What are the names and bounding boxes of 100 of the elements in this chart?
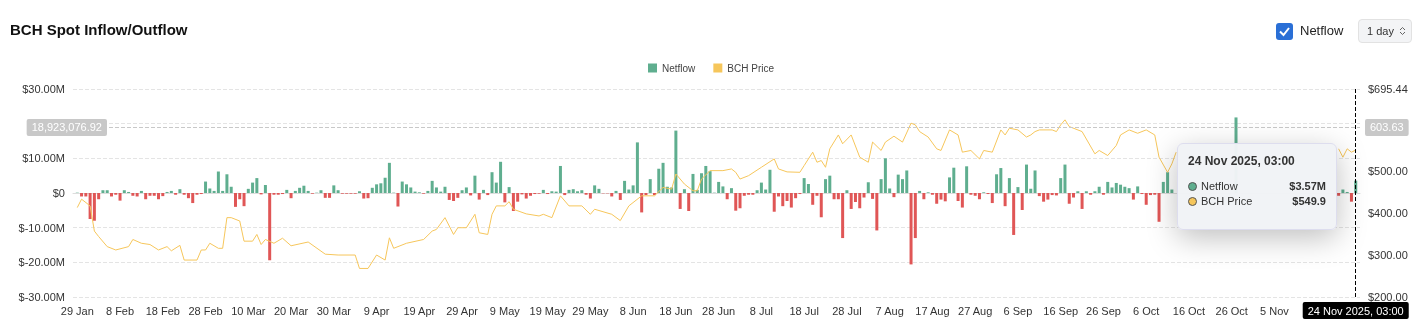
y2-tick-label: $200.00 [1368, 291, 1408, 303]
x-tick-label: 28 Jun [702, 304, 736, 317]
bar [405, 184, 409, 193]
bar [1024, 164, 1028, 193]
bar [524, 193, 528, 199]
bar [456, 193, 460, 198]
bar [704, 165, 708, 193]
annotation: BCH Price [1201, 195, 1254, 207]
bar [772, 193, 776, 212]
bar [157, 193, 161, 200]
bar [144, 193, 148, 200]
bar [1341, 189, 1345, 193]
bar [84, 193, 88, 197]
bar [1157, 193, 1161, 222]
bar [909, 193, 913, 265]
ref-line-label: 24 Nov 2025, 03:00 [1307, 304, 1404, 317]
y2-tick-label: $500.00 [1368, 165, 1408, 178]
x-tick-label: 6 Sep [1003, 304, 1033, 317]
text: Netflow [1300, 23, 1344, 38]
bar [443, 186, 447, 193]
x-tick-label: 8 Jun [619, 304, 647, 317]
bar [233, 193, 237, 207]
y-tick-label: $0 [52, 187, 65, 199]
x-tick-label: 18 Jul [789, 304, 819, 317]
annotation: 24 Nov 2025, 03:00 [1188, 154, 1296, 168]
bar [122, 190, 126, 193]
bar [400, 181, 404, 193]
x-tick-label: 27 Aug [958, 304, 993, 317]
bar [563, 193, 567, 196]
bar [430, 180, 434, 193]
bar [571, 189, 575, 193]
bar [781, 193, 785, 207]
x-tick-label: 6 Oct [1133, 304, 1160, 317]
bar [1106, 181, 1110, 193]
bar [729, 188, 733, 193]
bar [759, 182, 763, 193]
bar [789, 193, 793, 208]
bar [1046, 193, 1050, 200]
bar [1063, 164, 1067, 193]
bar [306, 190, 310, 193]
x-tick-label: 28 Feb [188, 304, 223, 317]
bar [255, 178, 259, 193]
bar [1067, 193, 1071, 204]
bar [623, 180, 627, 193]
bar [1136, 186, 1140, 193]
bar [717, 181, 721, 193]
bar [824, 179, 828, 193]
y2-tick-label: $695.44 [1368, 83, 1408, 95]
x-tick-label: 8 Jul [749, 304, 774, 317]
bar [811, 193, 815, 205]
bar [883, 158, 887, 193]
bar [293, 190, 297, 193]
x-tick-label: 18 Jun [659, 304, 693, 317]
bar [682, 189, 686, 193]
bar [507, 187, 511, 193]
bar [1166, 172, 1170, 193]
bar [477, 193, 481, 200]
bar [999, 168, 1003, 193]
bar [396, 193, 400, 207]
bar [973, 193, 977, 196]
bar [849, 193, 853, 209]
bar [447, 193, 451, 200]
chart-title: BCH Spot Inflow/Outflow [10, 21, 188, 38]
bar [486, 193, 490, 196]
bar [332, 185, 336, 193]
bar [802, 178, 806, 193]
bar [289, 193, 293, 199]
bar [952, 167, 956, 193]
bar [80, 193, 84, 197]
bar [558, 165, 562, 193]
bar [990, 193, 994, 204]
bar [687, 193, 691, 212]
bar [858, 193, 862, 209]
bar [1119, 184, 1123, 193]
bar [721, 186, 725, 193]
bar [298, 187, 302, 193]
bar [1042, 193, 1046, 202]
bar [131, 193, 135, 196]
bar [657, 168, 661, 193]
bar [92, 193, 96, 221]
bar [1097, 186, 1101, 193]
annotation: $3.57M [1289, 180, 1326, 192]
bar [866, 182, 870, 193]
bar [139, 190, 143, 193]
bar [832, 193, 836, 200]
bar [251, 182, 255, 193]
bar [725, 193, 729, 200]
bar [674, 130, 678, 193]
bar [152, 193, 156, 196]
y2-tick-label: $300.00 [1368, 249, 1408, 262]
bar [503, 193, 507, 203]
bar [178, 189, 182, 193]
bar [101, 190, 105, 193]
bar [1003, 193, 1007, 207]
x-tick-label: 26 Sep [1086, 304, 1121, 317]
bar [1131, 193, 1135, 200]
bar [1007, 178, 1011, 193]
bar [204, 181, 208, 193]
bar [541, 189, 545, 193]
bar [409, 187, 413, 193]
